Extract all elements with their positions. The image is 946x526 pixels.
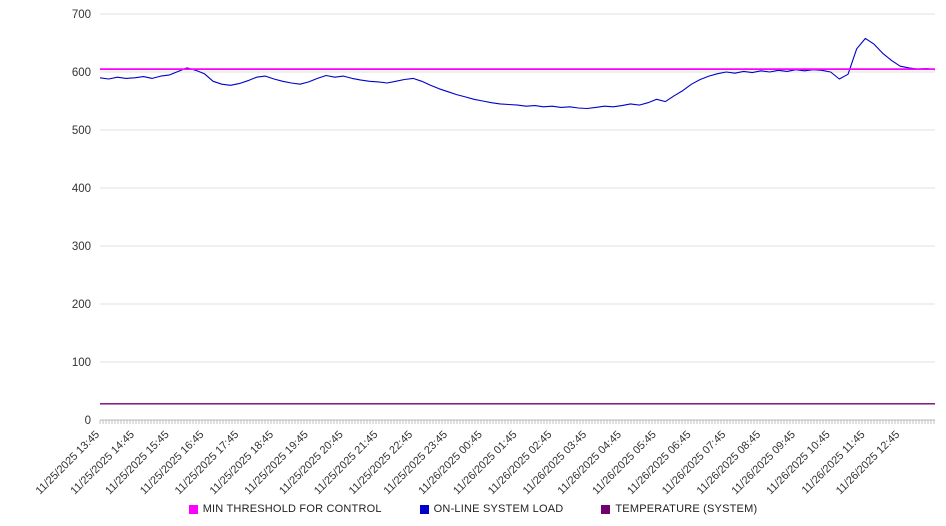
x-tick-label: 11/26/2025 00:45: [416, 429, 484, 496]
legend-swatch-min-threshold: [188, 504, 198, 514]
y-tick-label: 500: [72, 125, 91, 137]
x-tick-label: 11/25/2025 18:45: [208, 429, 276, 496]
legend-label-temperature: TEMPERATURE (SYSTEM): [615, 503, 758, 515]
y-tick-label: 400: [72, 183, 91, 195]
x-tick-label: 11/25/2025 23:45: [382, 429, 450, 496]
legend-swatch-temperature: [601, 504, 611, 514]
x-tick-label: 11/25/2025 17:45: [173, 429, 241, 496]
x-tick-label: 11/26/2025 03:45: [521, 429, 589, 496]
x-tick-label: 11/26/2025 05:45: [590, 429, 658, 496]
x-tick-label: 11/26/2025 09:45: [729, 429, 797, 496]
x-tick-label: 11/25/2025 16:45: [138, 429, 206, 496]
x-tick-label: 11/26/2025 01:45: [451, 429, 519, 496]
legend-item-min-threshold[interactable]: MIN THRESHOLD FOR CONTROL: [188, 503, 382, 515]
series-line-1: [99, 37, 936, 110]
y-tick-label: 0: [85, 415, 91, 427]
x-tick-label: 11/26/2025 04:45: [556, 429, 624, 496]
x-tick-label: 11/25/2025 21:45: [312, 429, 380, 496]
x-tick-label: 11/26/2025 11:45: [800, 429, 868, 496]
x-tick-label: 11/25/2025 22:45: [347, 429, 415, 496]
y-tick-label: 700: [72, 9, 91, 21]
x-tick-label: 11/26/2025 02:45: [486, 429, 554, 496]
x-tick-label: 11/26/2025 08:45: [695, 429, 763, 496]
y-tick-label: 600: [72, 67, 91, 79]
legend-label-system-load: ON-LINE SYSTEM LOAD: [433, 503, 564, 515]
legend-swatch-system-load: [419, 504, 429, 514]
x-tick-label: 11/26/2025 06:45: [625, 429, 693, 496]
y-tick-label: 300: [72, 241, 91, 253]
x-tick-label: 11/26/2025 10:45: [764, 429, 832, 496]
legend-item-temperature[interactable]: TEMPERATURE (SYSTEM): [601, 503, 757, 515]
x-tick-label: 11/25/2025 13:45: [34, 429, 102, 496]
legend-label-min-threshold: MIN THRESHOLD FOR CONTROL: [202, 503, 382, 515]
x-tick-label: 11/26/2025 07:45: [660, 429, 728, 496]
y-tick-label: 100: [72, 357, 91, 369]
x-tick-label: 11/25/2025 15:45: [103, 429, 171, 496]
x-tick-label: 11/25/2025 19:45: [242, 429, 310, 496]
x-tick-label: 11/25/2025 14:45: [68, 429, 136, 496]
y-tick-label: 200: [72, 299, 91, 311]
legend-item-system-load[interactable]: ON-LINE SYSTEM LOAD: [419, 503, 564, 515]
x-tick-label: 11/26/2025 12:45: [834, 429, 902, 496]
legend: MIN THRESHOLD FOR CONTROL ON-LINE SYSTEM…: [0, 496, 946, 522]
x-tick-label: 11/25/2025 20:45: [277, 429, 345, 496]
